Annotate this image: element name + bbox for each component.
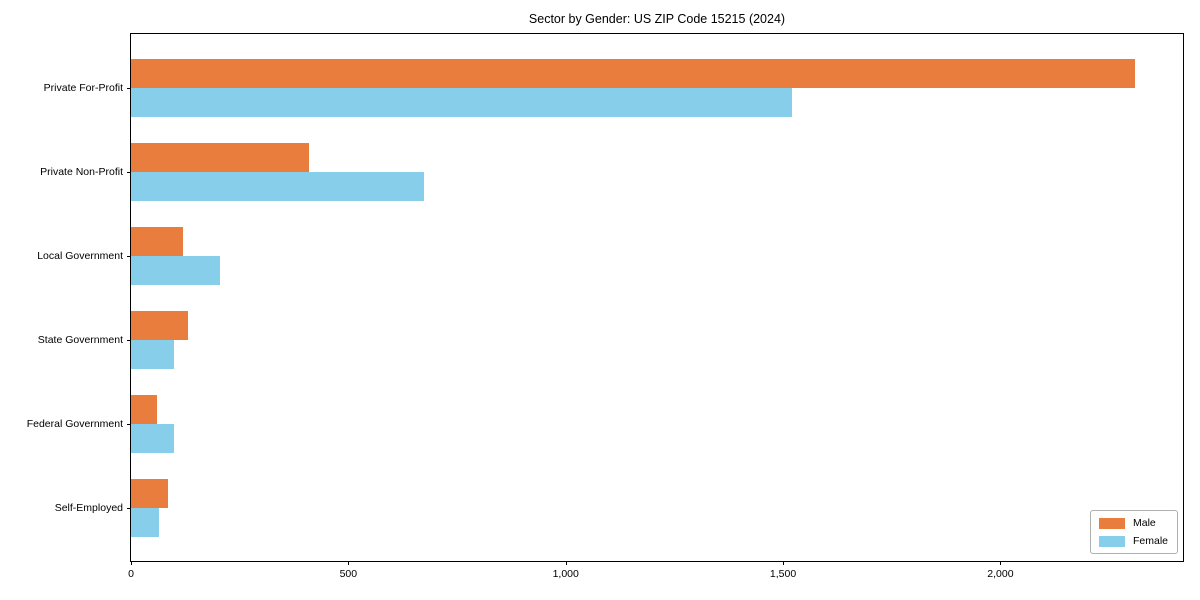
bar-female [131,88,792,117]
y-axis-tick [127,424,131,425]
legend-label: Male [1132,517,1156,529]
x-axis-tick [783,561,785,565]
y-axis-tick [127,88,131,89]
x-axis-tick-label: 0 [128,568,134,580]
y-axis-label: Self-Employed [54,502,123,514]
y-axis-label: Federal Government [26,418,123,430]
y-axis-tick [127,340,131,341]
x-axis-tick [1000,561,1002,565]
y-axis-label: Private Non-Profit [40,166,123,178]
x-axis-tick-label: 2,000 [987,568,1014,580]
bar-female [131,340,175,369]
legend: Male Female [1089,510,1178,554]
x-axis-tick [131,561,132,565]
x-axis-tick [565,561,567,565]
chart-title: Sector by Gender: US ZIP Code 15215 (202… [528,12,786,26]
y-axis-tick [127,172,131,173]
legend-swatch-male [1098,517,1125,529]
bar-male [131,479,168,508]
x-axis-tick [348,561,350,565]
x-axis-tick-label: 1,000 [552,568,579,580]
y-axis-tick [127,508,131,509]
y-axis-label: State Government [37,334,123,346]
x-axis-tick-label: 500 [339,568,358,580]
bar-female [131,508,160,537]
bar-female [131,256,221,285]
legend-item: Female [1098,535,1168,547]
bar-male [131,395,158,424]
bar-female [131,172,425,201]
bar-male [131,143,310,172]
x-axis-tick-label: 1,500 [769,568,797,580]
legend-item: Male [1098,517,1168,529]
plot-area: Private For-Profit Private Non-Profit Loca… [27,33,1184,580]
legend-label: Female [1132,535,1168,547]
y-axis-tick [127,256,131,257]
bar-male [131,59,1136,88]
y-axis-label: Private For-Profit [43,82,123,94]
y-axis-label: Local Government [37,250,123,262]
legend-swatch-female [1098,535,1125,547]
bar-male [131,311,188,340]
bar-male [131,227,184,256]
bar-female [131,424,175,453]
